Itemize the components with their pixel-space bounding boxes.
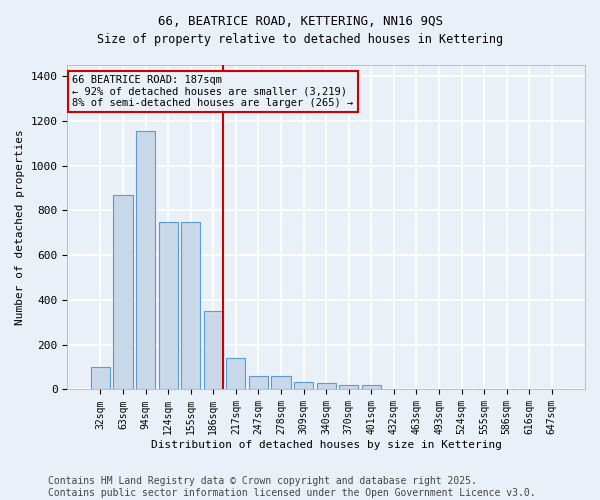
Bar — [339, 386, 358, 390]
Bar — [249, 376, 268, 390]
Bar — [317, 383, 336, 390]
Text: 66, BEATRICE ROAD, KETTERING, NN16 9QS: 66, BEATRICE ROAD, KETTERING, NN16 9QS — [157, 15, 443, 28]
Bar — [294, 382, 313, 390]
X-axis label: Distribution of detached houses by size in Kettering: Distribution of detached houses by size … — [151, 440, 502, 450]
Bar — [91, 367, 110, 390]
Text: Contains HM Land Registry data © Crown copyright and database right 2025.
Contai: Contains HM Land Registry data © Crown c… — [48, 476, 536, 498]
Bar — [271, 376, 290, 390]
Text: 66 BEATRICE ROAD: 187sqm
← 92% of detached houses are smaller (3,219)
8% of semi: 66 BEATRICE ROAD: 187sqm ← 92% of detach… — [73, 74, 354, 108]
Text: Size of property relative to detached houses in Kettering: Size of property relative to detached ho… — [97, 32, 503, 46]
Bar — [136, 131, 155, 390]
Bar — [113, 195, 133, 390]
Bar — [203, 311, 223, 390]
Bar — [362, 386, 381, 390]
Y-axis label: Number of detached properties: Number of detached properties — [15, 130, 25, 325]
Bar — [181, 222, 200, 390]
Bar — [226, 358, 245, 390]
Bar — [158, 222, 178, 390]
